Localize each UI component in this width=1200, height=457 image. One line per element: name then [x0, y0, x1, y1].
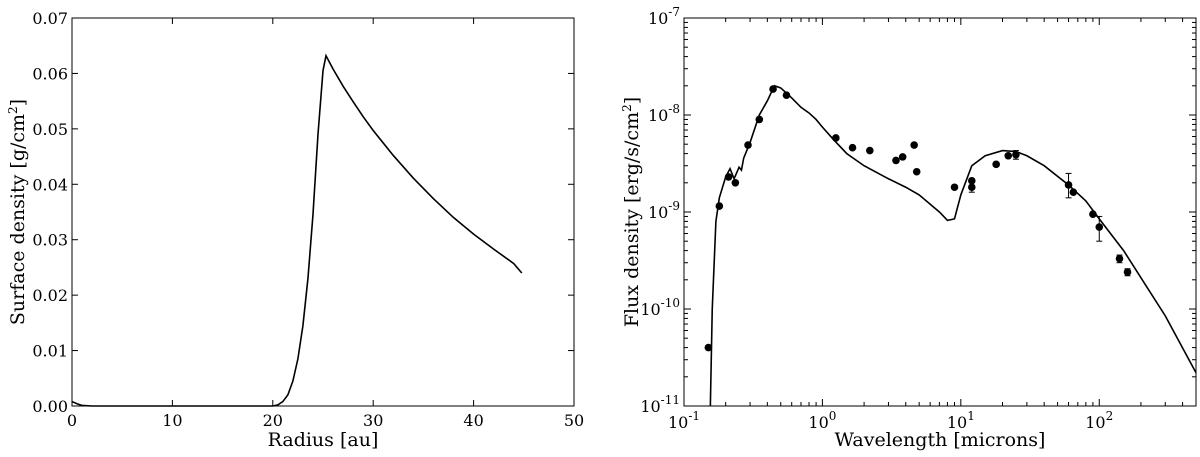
- right-ticks: 10-1 100 101 102 10-11 10-10 10-9 10-8 10-7: [640, 5, 1196, 432]
- observation-point: [731, 179, 740, 187]
- left-x-tick-label: 0: [67, 411, 77, 430]
- surface-density-curve: [71, 53, 523, 407]
- observation-point: [1012, 150, 1020, 159]
- right-y-tick-label: 10-8: [648, 102, 680, 125]
- observation-point: [1089, 210, 1097, 218]
- observation-point: [1064, 181, 1073, 189]
- observation-point: [832, 134, 840, 142]
- left-x-tick-label: 20: [263, 411, 283, 430]
- observation-point: [744, 141, 752, 149]
- observation-point: [1095, 223, 1104, 231]
- left-y-axis-label: Surface density [g/cm2]: [6, 99, 29, 325]
- observation-point: [866, 146, 874, 155]
- right-x-tick-label: 100: [808, 409, 836, 432]
- left-x-axis-label: Radius [au]: [268, 429, 379, 451]
- left-y-tick-label: 0.07: [32, 9, 68, 28]
- right-x-tick-label: 10-1: [668, 409, 700, 432]
- left-x-tick-label: 50: [564, 411, 584, 430]
- sed-panel: 10-1 100 101 102 10-11 10-10 10-9 10-8 10-7 Wave…: [620, 5, 1197, 451]
- left-x-tick-label: 10: [162, 411, 182, 430]
- right-x-axis-label: Wavelength [microns]: [835, 429, 1046, 451]
- left-ticks: 0 10 20 30 40 50 0.00 0.01 0.02 0.03 0.04 0.05 0.06 0…: [32, 9, 584, 430]
- observation-point: [892, 156, 900, 165]
- observation-point: [992, 160, 1000, 169]
- sed-observations: [704, 85, 1132, 352]
- observation-point: [704, 343, 713, 352]
- left-y-tick-label: 0.02: [32, 286, 68, 305]
- right-y-tick-label: 10-11: [640, 393, 680, 416]
- left-y-tick-label: 0.04: [32, 175, 68, 194]
- left-x-tick-label: 30: [363, 411, 383, 430]
- right-y-tick-label: 10-7: [648, 5, 680, 28]
- observation-point: [769, 85, 777, 93]
- left-y-tick-label: 0.00: [32, 397, 68, 416]
- left-plot-frame: [71, 17, 575, 407]
- right-y-tick-label: 10-9: [648, 199, 680, 222]
- observation-point: [848, 143, 857, 152]
- left-y-tick-label: 0.03: [32, 231, 68, 250]
- surface-density-panel: 0 10 20 30 40 50 0.00 0.01 0.02 0.03 0.04 0.05 0.06 0…: [6, 9, 584, 451]
- right-x-tick-label: 101: [947, 409, 975, 432]
- observation-point: [724, 173, 733, 181]
- left-x-tick-label: 40: [463, 411, 483, 430]
- right-y-axis-label: Flux density [erg/s/cm2]: [620, 97, 643, 327]
- observation-point: [1004, 151, 1013, 160]
- observation-point: [912, 167, 921, 176]
- left-y-tick-label: 0.06: [32, 64, 68, 83]
- left-y-tick-label: 0.05: [32, 120, 68, 139]
- observation-point: [910, 141, 918, 149]
- right-y-tick-label: 10-10: [640, 296, 680, 319]
- observation-point: [1123, 268, 1132, 276]
- observation-point: [1069, 188, 1078, 197]
- observation-point: [1115, 254, 1124, 263]
- sed-model-curve: [709, 84, 1197, 407]
- observation-point: [755, 115, 764, 124]
- observation-point: [950, 183, 959, 192]
- observation-point: [898, 153, 907, 161]
- observation-point: [967, 183, 976, 192]
- right-x-tick-label: 102: [1085, 409, 1113, 432]
- observation-point: [715, 202, 724, 210]
- observation-point: [782, 91, 791, 100]
- left-y-tick-label: 0.01: [32, 342, 68, 361]
